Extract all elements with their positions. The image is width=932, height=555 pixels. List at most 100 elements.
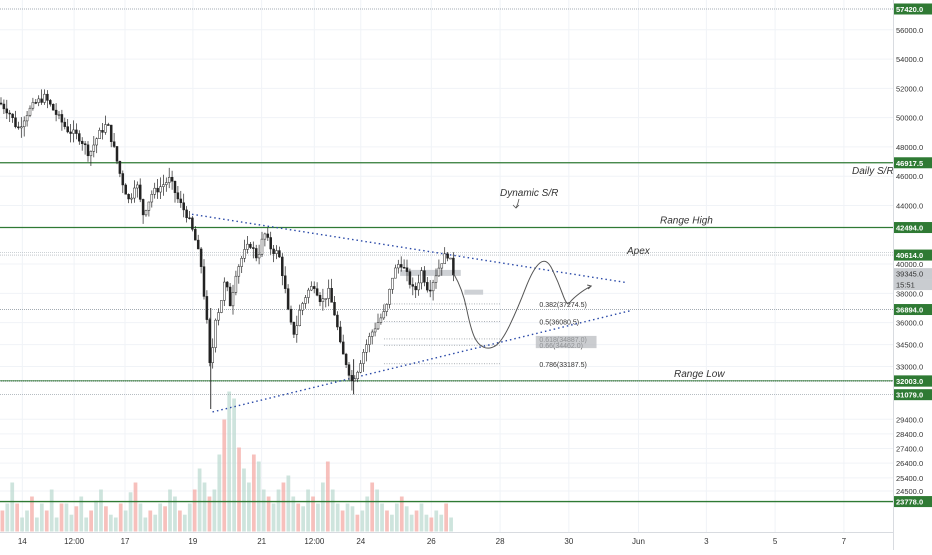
volume-bar [84,517,89,532]
time-tick-label: 28 [496,537,505,546]
candle-body [8,112,11,115]
candle-body [399,264,403,268]
candle-body [379,317,383,323]
candle-body [347,364,351,376]
candle-body [49,100,52,105]
candle-body [246,243,249,250]
candle-body [373,328,377,333]
volume-bar [227,391,232,532]
candle-body [83,143,87,146]
price-tick-label: 34500.0 [896,341,923,350]
volume-bar [409,514,414,532]
candle-body [188,217,191,220]
candle-body [69,131,72,134]
candle-body [278,250,281,258]
candle-body [402,267,406,269]
candle-body [0,102,3,105]
volume-bar [424,514,429,532]
golden-zone-box [535,335,597,349]
candle-body [443,253,446,264]
candle-body [281,256,284,277]
volume-bar [94,500,98,532]
supply-box [400,269,461,276]
candle-body [202,266,206,297]
candle-body [411,284,415,287]
candle-body [257,253,261,259]
volume-bar [69,514,74,532]
volume-bar [404,506,409,532]
candle-body [240,258,243,267]
price-axis[interactable]: USD56000.054000.052000.050000.048000.046… [893,0,932,550]
candle-body [426,282,429,291]
price-tick-label: 26400.0 [896,459,923,468]
time-tick-label: 12:00 [64,537,85,546]
volume-bar [370,482,375,532]
candle-body [289,308,293,323]
volume-bar [25,510,29,532]
candle-body [275,250,278,254]
candle-body [179,198,183,203]
candle-body [260,238,264,255]
volume-bar [247,482,251,532]
candle-body [205,296,209,320]
volume-bar [394,503,399,532]
volume-bar [380,503,384,532]
volume-bar [414,510,419,532]
candle-body [283,275,287,289]
price-tick-label: 38000.0 [896,289,923,298]
volume-bar [20,517,24,532]
price-tick-label: 46000.0 [896,172,923,181]
candle-body [385,304,388,312]
candle-body [72,129,75,134]
candle-body [156,187,159,193]
volume-bar [286,475,291,532]
candle-body [78,133,81,142]
candle-body [405,267,409,272]
volume-bar [439,514,444,532]
volume-bar [276,489,281,532]
volume-bar [296,503,301,532]
candle-body [176,192,180,200]
candle-body [237,266,241,277]
horizontal-levels [0,8,893,503]
volume-bar [360,510,365,532]
candle-body [92,144,96,152]
volume-bar [242,468,246,532]
candle-body [95,138,98,146]
candle-body [14,117,17,128]
time-axis[interactable]: 14 12:00 17 19 21 12:00 24 26 28 30 Jun 3 5 7 [0,532,893,550]
time-tick-label: 26 [427,537,436,546]
candle-body [254,248,258,259]
price-badge-label: 40614.0 [896,251,923,260]
candle-body [121,173,125,186]
candle-body [133,187,136,199]
volume-bar [375,489,379,532]
candle-body [182,202,185,211]
candle-body [231,292,235,307]
price-tick-label: 33000.0 [896,363,923,372]
candle-body [86,144,90,157]
price-badge-label: 31079.0 [896,391,923,400]
candle-body [217,312,220,321]
volume-bar [187,503,192,532]
volume-bar [335,503,340,532]
volume-bar [306,489,310,532]
time-tick-label: 19 [188,537,197,546]
price-badge [894,279,932,291]
price-tick-label: 28400.0 [896,430,923,439]
candle-body [414,286,417,291]
volume-bar [429,517,434,532]
candle-body [234,275,238,293]
price-badge [894,157,932,169]
volume-bar [148,510,153,532]
volume-bar [212,489,217,532]
volume-bar [345,503,350,532]
volume-bar [325,461,330,532]
level-label: Range High [660,216,713,227]
volume-bar [365,496,370,532]
volume-bar [123,510,128,532]
volume-bar [153,514,158,532]
